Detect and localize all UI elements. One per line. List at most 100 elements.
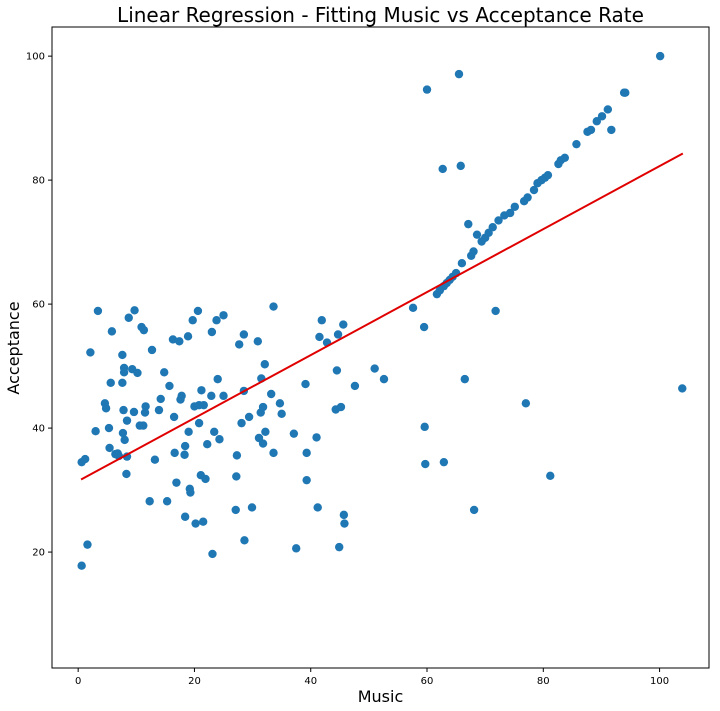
data-point <box>160 368 169 377</box>
data-point <box>335 542 344 552</box>
x-tick-label: 40 <box>304 676 317 687</box>
data-point <box>678 384 687 393</box>
data-point <box>101 404 111 413</box>
data-point <box>379 374 389 384</box>
data-point <box>188 316 197 325</box>
data-point <box>168 335 178 344</box>
data-point <box>175 337 184 346</box>
data-point <box>156 394 165 404</box>
y-tick-label: 60 <box>32 300 45 311</box>
data-point <box>313 503 322 512</box>
data-point <box>122 469 131 479</box>
data-point <box>77 561 86 570</box>
y-tick-label: 80 <box>32 176 45 187</box>
data-point <box>340 519 349 528</box>
data-point <box>469 247 478 256</box>
data-point <box>586 125 596 135</box>
data-point <box>277 409 286 419</box>
data-point <box>210 427 219 437</box>
data-point <box>83 540 92 549</box>
data-point <box>176 395 185 404</box>
data-point <box>408 303 418 313</box>
data-point <box>180 441 190 451</box>
data-point <box>154 405 164 415</box>
data-point <box>419 322 429 332</box>
data-point <box>184 427 193 437</box>
data-point <box>510 202 520 211</box>
data-point <box>183 332 193 341</box>
data-points <box>77 51 687 570</box>
data-point <box>546 471 555 481</box>
data-point <box>219 391 228 401</box>
data-point <box>207 327 217 337</box>
y-tick-label: 100 <box>26 52 45 63</box>
data-point <box>269 448 278 458</box>
data-point <box>494 216 503 225</box>
data-point <box>607 125 616 135</box>
data-point <box>655 51 665 61</box>
data-point <box>169 412 179 422</box>
regression-line <box>80 152 684 481</box>
x-tick-label: 20 <box>188 676 201 687</box>
data-point <box>339 510 349 520</box>
data-point <box>194 418 204 428</box>
data-point <box>197 386 206 395</box>
data-point <box>312 433 321 442</box>
data-point <box>315 332 324 342</box>
data-point <box>193 306 203 316</box>
y-axis-label: Acceptance <box>4 301 23 394</box>
data-point <box>165 381 174 391</box>
data-point <box>460 374 470 384</box>
axis-ticks: 0 20 40 60 80 100 20 40 60 80 100 <box>26 52 669 687</box>
data-point <box>104 423 114 433</box>
data-point <box>80 454 90 464</box>
x-tick-label: 0 <box>75 676 81 687</box>
data-point <box>317 316 326 325</box>
data-point <box>302 448 311 458</box>
data-point <box>215 435 224 444</box>
data-point <box>491 306 500 316</box>
data-point <box>207 391 216 401</box>
data-point <box>469 505 479 515</box>
data-point <box>505 208 515 218</box>
data-point <box>120 435 129 445</box>
data-point <box>180 512 190 521</box>
data-point <box>597 112 607 121</box>
data-point <box>454 69 464 79</box>
data-point <box>201 474 210 484</box>
data-point <box>150 455 160 464</box>
data-point <box>119 368 129 377</box>
data-point <box>350 381 360 391</box>
data-point <box>145 497 154 506</box>
data-point <box>289 429 299 438</box>
data-point <box>333 330 343 339</box>
data-point <box>439 457 449 467</box>
data-point <box>269 302 278 311</box>
data-point <box>107 327 117 336</box>
data-point <box>129 407 139 417</box>
data-point <box>139 325 149 335</box>
data-point <box>332 366 342 375</box>
x-tick-label: 60 <box>421 676 434 687</box>
data-point <box>203 440 212 449</box>
data-point <box>119 405 128 415</box>
data-point <box>253 337 263 346</box>
data-point <box>457 258 467 268</box>
data-point <box>244 412 254 422</box>
data-point <box>543 170 553 180</box>
data-point <box>141 402 150 411</box>
data-point <box>258 439 268 448</box>
data-point <box>301 379 310 389</box>
data-point <box>237 418 246 428</box>
data-point <box>464 219 473 229</box>
data-point <box>139 421 148 430</box>
data-point <box>118 428 128 438</box>
data-point <box>93 306 103 316</box>
y-tick-label: 20 <box>32 548 45 559</box>
data-point <box>621 88 630 97</box>
data-point <box>106 378 115 388</box>
data-point <box>199 400 208 410</box>
y-tick-label: 40 <box>32 424 45 435</box>
data-point <box>124 313 133 322</box>
